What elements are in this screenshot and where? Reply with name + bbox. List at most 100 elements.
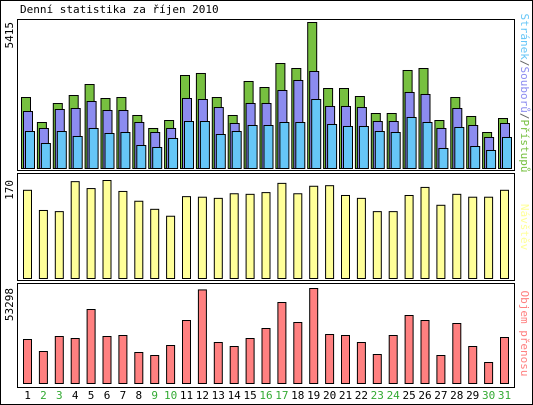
bar (40, 143, 51, 169)
bar (247, 124, 258, 169)
bar (168, 137, 179, 169)
x-tick-label: 1 (24, 389, 31, 402)
bar (343, 125, 353, 169)
bar (54, 336, 64, 385)
bar (182, 320, 191, 384)
bar (86, 188, 96, 279)
x-tick-label: 18 (291, 389, 304, 402)
x-tick-label: 7 (120, 389, 127, 402)
bar (390, 132, 401, 169)
x-tick-label: 15 (243, 389, 256, 402)
x-tick-label: 29 (466, 389, 479, 402)
bar (420, 320, 430, 384)
bar (150, 355, 160, 385)
x-tick-label: 4 (72, 389, 79, 402)
bar (422, 122, 433, 169)
legend-entry: Přístupů (518, 119, 531, 172)
x-tick-label: 26 (418, 389, 431, 402)
legend-entry: Souborů (518, 67, 531, 113)
bar (229, 346, 239, 384)
bar (293, 193, 303, 279)
legend-separator: / (518, 113, 531, 120)
x-tick-label: 9 (151, 389, 158, 402)
bar (388, 335, 398, 385)
bar (134, 200, 144, 279)
x-tick-label: 11 (180, 389, 193, 402)
bar (470, 145, 481, 169)
bar (118, 335, 128, 385)
bar (152, 146, 163, 169)
bar (102, 336, 112, 385)
bar (231, 131, 242, 169)
bar (454, 126, 465, 170)
bar (38, 351, 48, 384)
bar (500, 189, 509, 279)
bar (197, 196, 207, 280)
bar (438, 147, 449, 170)
bar (420, 186, 430, 279)
bar (166, 345, 176, 384)
bar (184, 121, 194, 170)
bar (150, 208, 160, 279)
bar (311, 99, 322, 169)
bar (277, 182, 287, 279)
bar (452, 193, 462, 279)
x-tick-label: 28 (450, 389, 463, 402)
bar (199, 121, 210, 170)
bar (134, 352, 144, 384)
x-tick-label: 19 (307, 389, 320, 402)
bar (372, 354, 382, 384)
bar (277, 302, 287, 384)
bar (484, 362, 494, 385)
bar (279, 122, 290, 169)
x-tick-label: 24 (387, 389, 401, 402)
x-tick-label: 12 (196, 389, 209, 402)
bar (468, 196, 478, 280)
x-tick-label: 25 (402, 389, 415, 402)
legend-entry: Objem přenosu (518, 290, 531, 376)
bar (372, 211, 382, 279)
legend-entry: Stránek (518, 14, 531, 61)
bar (54, 211, 64, 279)
x-tick-label: 14 (228, 389, 242, 402)
bar (341, 335, 350, 385)
bar (452, 323, 462, 385)
x-tick-label: 22 (355, 389, 368, 402)
bar (23, 339, 32, 384)
bar (309, 185, 319, 279)
x-tick-label: 30 (482, 389, 495, 402)
bar (327, 123, 338, 170)
bar (56, 131, 67, 169)
bar (245, 193, 255, 279)
bar (197, 289, 207, 385)
bar (358, 125, 369, 169)
bar (213, 197, 223, 279)
bar (486, 149, 497, 169)
bar (118, 190, 128, 279)
legend-separator: / (518, 60, 531, 67)
bar (213, 342, 223, 385)
bar (374, 131, 385, 169)
panel (17, 19, 515, 171)
x-tick-label: 21 (339, 389, 352, 402)
bar (295, 122, 306, 169)
x-tick-label: 13 (212, 389, 225, 402)
x-tick-label: 8 (135, 389, 142, 402)
bar (104, 133, 115, 170)
bar (263, 124, 274, 169)
x-tick-label: 20 (323, 389, 336, 402)
bar (72, 135, 83, 170)
bar (166, 215, 176, 280)
bar (436, 204, 446, 279)
bar (436, 355, 446, 385)
x-tick-label: 17 (275, 389, 288, 402)
bar (341, 194, 350, 279)
bar (245, 338, 255, 384)
bar (261, 192, 271, 279)
bar (468, 346, 478, 384)
chart-title: Denní statistika za říjen 2010 (20, 3, 219, 16)
bar (23, 189, 32, 279)
x-tick-label: 6 (104, 389, 111, 402)
bar (293, 322, 303, 385)
x-tick-label: 23 (371, 389, 384, 402)
